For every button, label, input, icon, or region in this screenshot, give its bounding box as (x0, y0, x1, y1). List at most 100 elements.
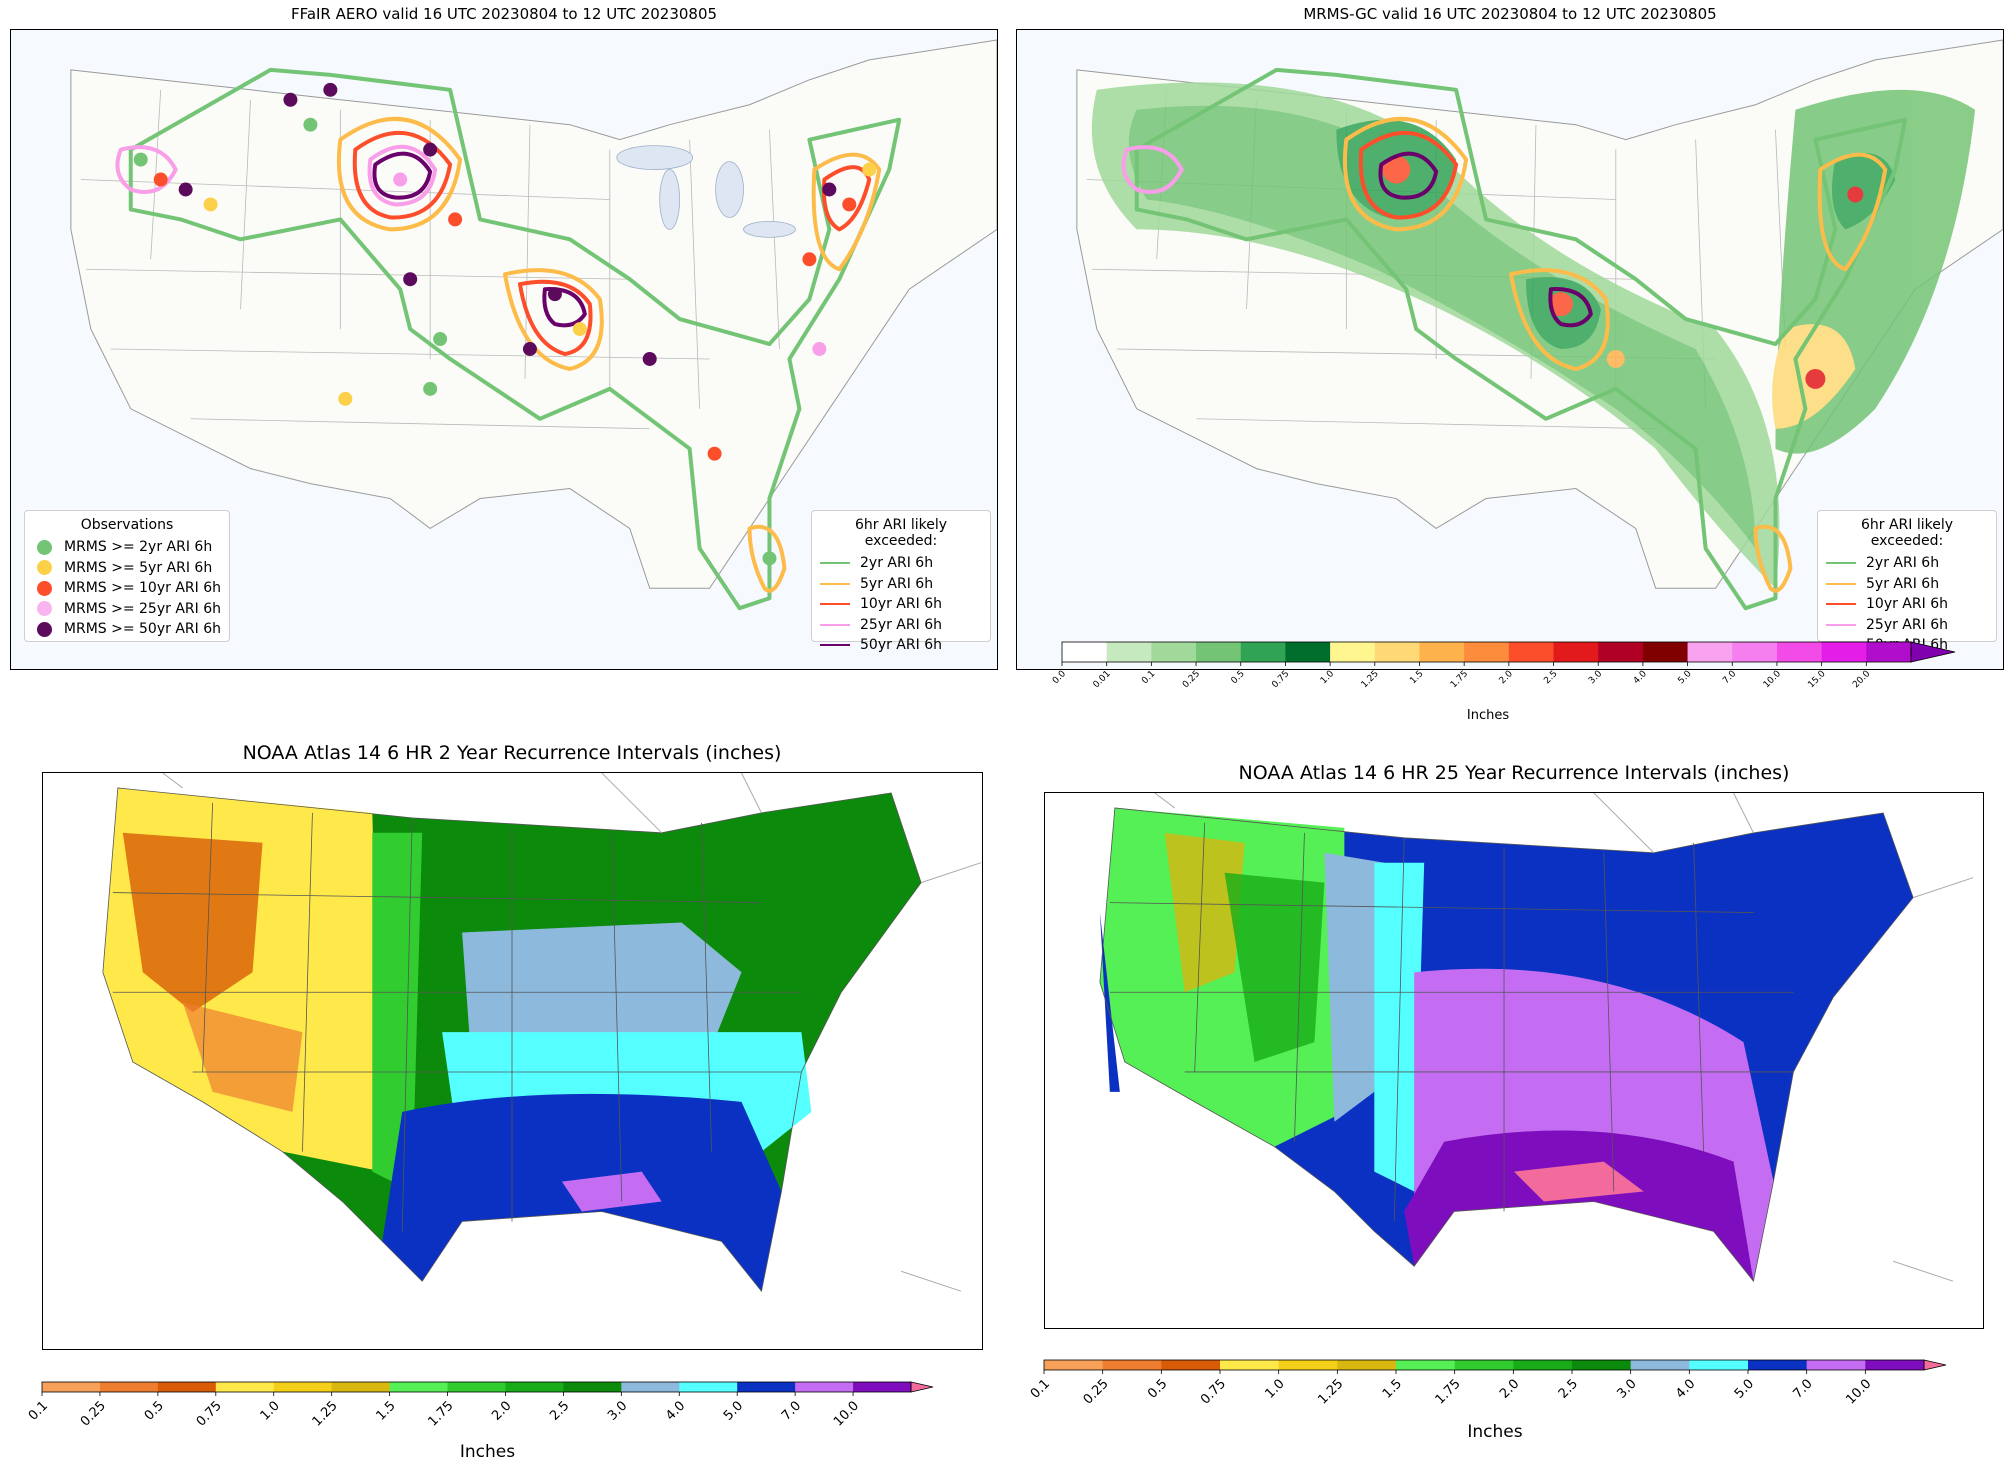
line-5yr (820, 582, 850, 585)
colorbar-segment (1396, 1360, 1456, 1370)
colorbar-segment (42, 1382, 101, 1392)
line-25yr (1826, 623, 1856, 626)
colorbar-tick-label: 0.1 (1028, 1376, 1053, 1401)
legend-row: 2yr ARI 6h (1826, 553, 1988, 574)
colorbar-segment (563, 1382, 622, 1392)
atlas2-title: NOAA Atlas 14 6 HR 2 Year Recurrence Int… (242, 742, 782, 764)
line-25yr (820, 623, 850, 626)
colorbar-segment (1508, 642, 1555, 662)
legend-row: 2yr ARI 6h (820, 553, 982, 574)
colorbar-tick-label: 1.25 (1315, 1376, 1346, 1407)
colorbar-segment (505, 1382, 564, 1392)
colorbar-segment (331, 1382, 391, 1392)
swatch-25yr (37, 601, 52, 617)
colorbar-segment (1330, 642, 1376, 662)
colorbar-tick-label: 2.0 (1497, 1376, 1522, 1401)
colorbar-segment (1196, 642, 1242, 662)
colorbar-segment (1240, 642, 1286, 662)
colorbar-tick-label: 0.5 (1145, 1376, 1170, 1401)
colorbar-segment (1454, 1360, 1514, 1370)
line-2yr (820, 562, 850, 565)
colorbar-segment (1642, 642, 1689, 662)
legend-row: MRMS >= 2yr ARI 6h (33, 537, 221, 558)
colorbar-tick-label: 1.75 (1433, 1376, 1464, 1407)
ari-legend-title: 6hr ARI likely exceeded: (1860, 517, 1954, 549)
line-2yr (1826, 562, 1856, 565)
colorbar-segment (1419, 642, 1465, 662)
line-10yr (1826, 603, 1856, 606)
legend-row: 10yr ARI 6h (1826, 594, 1988, 615)
colorbar-tick-label: 2.5 (1556, 1376, 1581, 1401)
legend-row: MRMS >= 25yr ARI 6h (33, 599, 221, 620)
mrms-colorbar-label: Inches (1466, 708, 1510, 723)
colorbar-tick-label: 3.0 (1614, 1376, 1639, 1401)
colorbar-segment (1748, 1360, 1808, 1370)
colorbar-segment (1285, 642, 1331, 662)
colorbar-tick-label: 7.0 (1790, 1376, 1815, 1401)
legend-row: MRMS >= 10yr ARI 6h (33, 578, 221, 599)
colorbar-segment (1278, 1360, 1338, 1370)
legend-row: 5yr ARI 6h (1826, 574, 1988, 595)
colorbar-segment (1866, 642, 1912, 662)
colorbar-tick-label: 0.25 (1081, 1376, 1112, 1407)
colorbar-segment (1044, 1360, 1104, 1370)
colorbar-segment (215, 1382, 275, 1392)
colorbar-segment (447, 1382, 506, 1392)
colorbar-tick-label: 4.0 (1673, 1376, 1698, 1401)
colorbar-svg: 0.0 0.01 0.1 0.25 0.5 0.75 1.0 1.25 1.5 1.75 2.0 2.… (1051, 641, 1956, 690)
mrms-title: MRMS-GC valid 16 UTC 20230804 to 12 UTC … (1303, 5, 1717, 23)
colorbar-segment (1513, 1360, 1573, 1370)
legend-row: 25yr ARI 6h (820, 615, 982, 636)
colorbar-segment (1374, 642, 1420, 662)
colorbar-tick-label: 1.5 (1380, 1376, 1405, 1401)
colorbar-segment (1689, 1360, 1749, 1370)
swatch-50yr (37, 621, 52, 637)
ffair-ari-legend: 6hr ARI likely exceeded: 2yr ARI 6h 5yr … (811, 510, 991, 653)
colorbar-segment (1821, 642, 1867, 662)
colorbar-segment (1220, 1360, 1280, 1370)
colorbar-segment (1865, 1360, 1925, 1370)
colorbar-tick-label: 10.0 (1843, 1376, 1874, 1407)
legend-row: 50yr ARI 6h (820, 635, 982, 656)
colorbar-tick-label: 5.0 (1732, 1376, 1757, 1401)
colorbar-segment (1776, 642, 1823, 662)
colorbar-segment (1572, 1360, 1632, 1370)
colorbar-tick-label: 1.0 (1262, 1376, 1287, 1401)
colorbar-segment (1151, 642, 1197, 662)
colorbar-segment (679, 1382, 738, 1392)
colorbar-segment (1464, 642, 1510, 662)
swatch-5yr (37, 560, 52, 576)
legend-row: MRMS >= 5yr ARI 6h (33, 558, 221, 579)
colorbar-segment (1553, 642, 1599, 662)
colorbar-outline (1043, 1359, 1925, 1371)
colorbar-extend-arrow (1923, 1359, 1947, 1371)
line-5yr (1826, 582, 1856, 585)
colorbar-segment (737, 1382, 796, 1392)
legend-row: 25yr ARI 6h (1826, 615, 1988, 636)
colorbar-segment (1062, 642, 1108, 662)
colorbar-segment (1106, 642, 1152, 662)
swatch-10yr (37, 580, 52, 596)
mrms-colorbar: 0.0 0.01 0.1 0.25 0.5 0.75 1.0 1.25 1.5 1.75 2.0 2.… (0, 0, 2011, 740)
colorbar-segment (157, 1382, 217, 1392)
colorbar-outline (1061, 641, 1912, 663)
observations-legend-title: Observations (80, 517, 174, 533)
atlas2-colorbar-label: Inches (459, 1442, 516, 1462)
atlas2-map (42, 772, 983, 1350)
colorbar-outline (41, 1381, 912, 1393)
colorbar-segment (853, 1382, 912, 1392)
colorbar-segment (389, 1382, 449, 1392)
ari-legend-title: 6hr ARI likely exceeded: (854, 517, 948, 549)
colorbar-tick-label: 0.75 (1198, 1376, 1229, 1407)
colorbar-segment (1630, 1360, 1690, 1370)
line-50yr (820, 644, 850, 647)
colorbar-segment (1687, 642, 1733, 662)
ffair-observations-legend: Observations MRMS >= 2yr ARI 6h MRMS >= … (24, 510, 230, 642)
colorbar-segment (1598, 642, 1644, 662)
colorbar-segment (1161, 1360, 1221, 1370)
legend-row: 5yr ARI 6h (820, 574, 982, 595)
